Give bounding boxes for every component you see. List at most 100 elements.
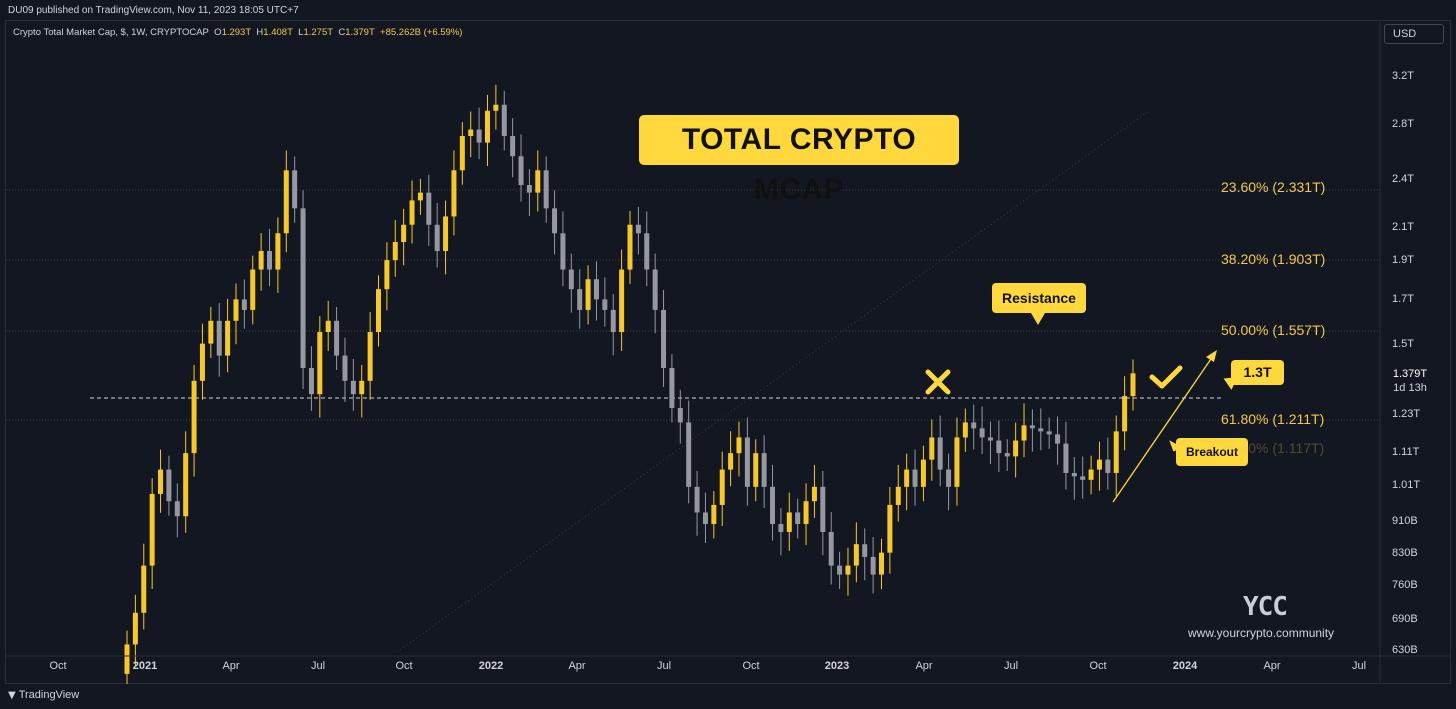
candle-body	[837, 565, 843, 575]
candle-body	[459, 136, 465, 171]
published-line: DU09 published on TradingView.com, Nov 1…	[8, 5, 299, 16]
candle-body	[619, 269, 625, 333]
x-tick: Oct	[395, 660, 413, 672]
candle-body	[401, 224, 407, 243]
y-tick: 830B	[1392, 547, 1418, 559]
candle-body	[308, 367, 314, 395]
candle-body	[216, 320, 222, 356]
candle-body	[132, 612, 138, 645]
top-bar	[0, 0, 1456, 20]
candle-body	[895, 486, 901, 505]
y-tick: 1.9T	[1392, 254, 1415, 266]
candle-body	[811, 486, 817, 502]
current-price: 1.379T	[1392, 368, 1428, 380]
candle-body	[652, 269, 658, 310]
candle-body	[803, 501, 809, 525]
y-tick: 1.01T	[1392, 479, 1421, 491]
candle-body	[577, 289, 583, 310]
candle-body	[283, 170, 289, 234]
level-callout: 1.3T	[1231, 360, 1284, 385]
candle-body	[258, 250, 264, 270]
candle-body	[526, 185, 532, 193]
candle-body	[879, 552, 884, 575]
candle-body	[979, 428, 985, 438]
candle-body	[376, 289, 381, 333]
candle-body	[543, 170, 549, 209]
rejection-x-icon	[925, 369, 951, 395]
ohlc-open-label: O	[214, 27, 222, 38]
symbol-legend: Crypto Total Market Cap, $, 1W, CRYPTOCA…	[13, 27, 462, 38]
candle-body	[124, 644, 130, 674]
candle-body	[937, 437, 943, 470]
candle-body	[694, 486, 700, 513]
y-tick: 1.5T	[1392, 338, 1415, 350]
candle-body	[870, 556, 876, 575]
candle-body	[468, 129, 474, 137]
fib-label-236: 23.60% (2.331T)	[1221, 179, 1326, 195]
x-tick: 2023	[824, 660, 850, 672]
candle-body	[1130, 373, 1136, 397]
candle-body	[225, 320, 231, 356]
chart-title: TOTAL CRYPTO MCAP	[639, 115, 959, 206]
tradingview-icon: ▼	[8, 690, 16, 701]
candle-body	[954, 437, 960, 487]
candle-body	[199, 343, 205, 381]
x-tick: Jul	[1351, 660, 1367, 672]
x-tick: 2024	[1172, 660, 1198, 672]
candle-body	[744, 437, 750, 487]
arrow-head-icon	[1206, 350, 1217, 362]
candle-body	[518, 156, 524, 186]
x-tick: Oct	[742, 660, 760, 672]
candle-body	[183, 453, 189, 517]
ohlc-high: 1.408T	[263, 27, 293, 38]
candle-body	[996, 440, 1002, 454]
candle-body	[661, 309, 667, 368]
bottom-bar	[0, 684, 1456, 709]
y-tick: 1.11T	[1392, 446, 1420, 458]
candle-body	[158, 469, 164, 494]
candle-body	[560, 233, 566, 270]
candle-body	[300, 208, 306, 368]
y-tick: 2.4T	[1392, 173, 1415, 185]
ycc-logo: YCC	[1243, 592, 1288, 622]
candle-body	[962, 422, 968, 438]
y-tick: 2.1T	[1392, 221, 1415, 233]
candle-body	[602, 299, 608, 310]
symbol-name: Crypto Total Market Cap, $, 1W, CRYPTOCA…	[13, 27, 209, 38]
candle-body	[275, 233, 281, 270]
ohlc-high-label: H	[256, 27, 264, 38]
candle-body	[1063, 443, 1069, 473]
tradingview-label: TradingView	[18, 689, 80, 701]
candle-body	[1055, 434, 1061, 444]
candle-body	[635, 224, 641, 234]
candle-body	[845, 565, 851, 575]
candle-body	[443, 216, 449, 251]
candle-body	[1080, 476, 1086, 480]
x-tick: Apr	[222, 660, 240, 672]
breakout-arrow	[1112, 355, 1214, 503]
candle-body	[141, 565, 147, 613]
x-tick: 2022	[478, 660, 504, 672]
candle-body	[862, 544, 868, 557]
candle-body	[593, 279, 599, 300]
x-tick: 2021	[132, 660, 158, 672]
candle-body	[904, 469, 910, 487]
candle-body	[719, 469, 725, 505]
y-tick: 1.23T	[1392, 408, 1421, 420]
candle-body	[728, 453, 734, 470]
ohlc-open: 1.293T	[221, 27, 252, 38]
candle-body	[1046, 431, 1052, 435]
candle-body	[686, 422, 692, 487]
candle-body	[191, 380, 197, 454]
candle-body	[795, 512, 801, 525]
fib-label-382: 38.20% (1.903T)	[1221, 251, 1326, 267]
ohlc-low: 1.275T	[303, 27, 334, 38]
candle-body	[367, 332, 373, 381]
currency-button[interactable]: USD	[1384, 24, 1444, 44]
x-tick: Apr	[568, 660, 586, 672]
candle-body	[568, 269, 574, 290]
x-tick: Oct	[1089, 660, 1107, 672]
candle-body	[317, 332, 323, 395]
candle-body	[535, 170, 541, 193]
tradingview-logo: ▼ TradingView	[8, 689, 79, 701]
